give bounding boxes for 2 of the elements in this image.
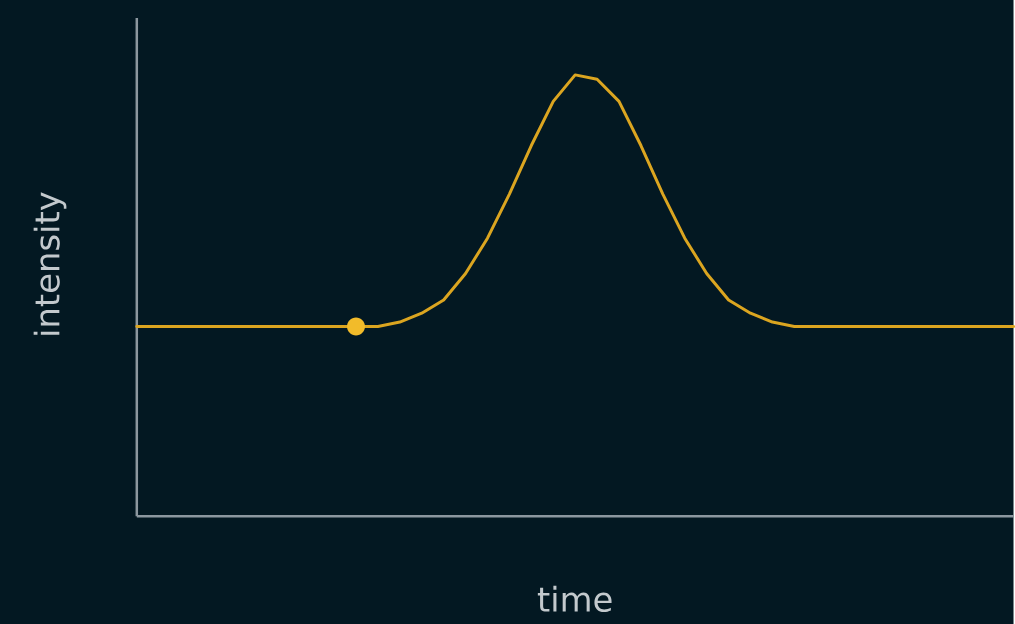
x-axis-title: time (537, 585, 612, 613)
y-axis-title: intensity (33, 192, 67, 335)
